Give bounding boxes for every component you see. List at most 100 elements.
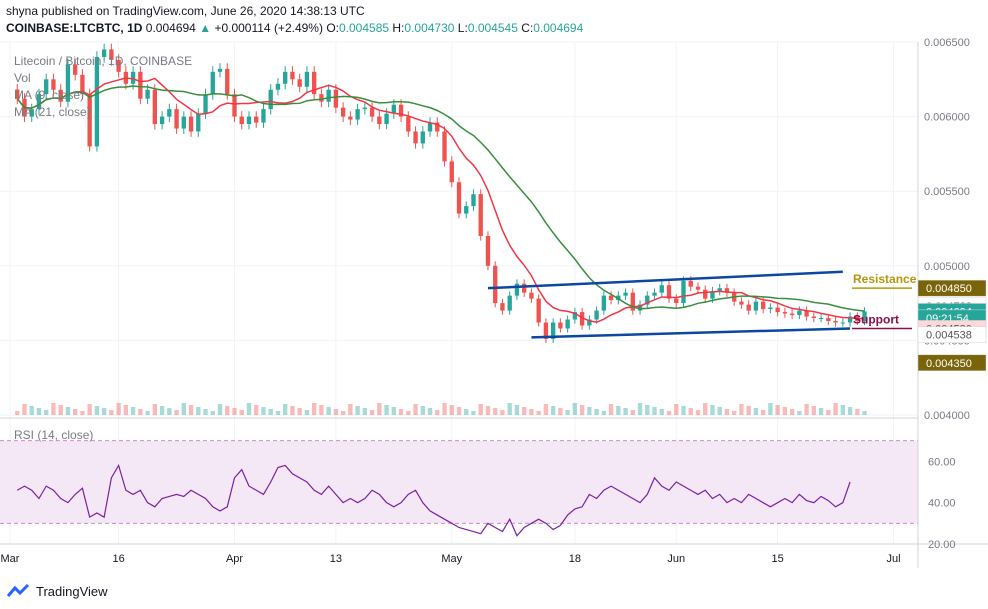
price-tick-label: 0.005000 — [924, 261, 970, 273]
candle-body — [196, 113, 201, 132]
tradingview-brand: TradingView — [36, 583, 108, 599]
candle-body — [333, 89, 339, 108]
candle-body — [703, 289, 708, 299]
volume-bar — [471, 411, 476, 415]
candle-body — [550, 322, 556, 339]
volume-bar — [826, 410, 831, 415]
time-tick-label: 16 — [113, 553, 125, 565]
volume-bar — [558, 408, 563, 415]
volume-bar — [123, 405, 129, 415]
volume-bar — [536, 411, 541, 415]
volume-bar — [732, 411, 737, 415]
volume-bar — [73, 409, 78, 415]
volume-bar — [449, 405, 454, 415]
volume-bar — [22, 404, 27, 415]
candle-body — [188, 116, 194, 132]
price-tag-text: 0.004850 — [926, 283, 972, 295]
candle-body — [225, 68, 230, 95]
time-tick-label: Apr — [226, 553, 243, 565]
candle-body — [406, 116, 411, 132]
symbol-label: COINBASE:LTCBTC, 1D — [6, 21, 143, 35]
time-tick-label: Jun — [667, 553, 685, 565]
volume-bar — [847, 407, 853, 415]
candle-body — [666, 285, 672, 299]
volume-bar — [587, 407, 592, 415]
candle-body — [594, 310, 599, 320]
candle-body — [384, 113, 389, 125]
volume-bar — [275, 411, 281, 415]
volume-bar — [80, 411, 85, 415]
candle-body — [601, 295, 607, 311]
tradingview-footer[interactable]: TradingView — [6, 582, 108, 600]
candle-body — [623, 292, 628, 296]
volume-bar — [101, 408, 107, 415]
candle-body — [543, 322, 549, 339]
volume-bar — [225, 406, 230, 415]
resistance-channel-line — [487, 270, 843, 290]
volume-bar — [51, 403, 56, 415]
volume-bar — [833, 403, 838, 415]
volume-bar — [645, 405, 650, 415]
candle-body — [818, 318, 824, 320]
candle-body — [652, 292, 657, 296]
volume-bar — [753, 408, 759, 415]
candle-body — [529, 292, 534, 299]
time-tick-label: Jul — [886, 553, 900, 565]
candle-body — [159, 116, 165, 125]
volume-bar — [29, 406, 34, 415]
candle-body — [753, 301, 759, 311]
candle-body — [94, 56, 100, 147]
resistance-label: Resistance — [853, 272, 917, 286]
candle-body — [826, 318, 831, 322]
candle-body — [768, 307, 773, 310]
candle-body — [442, 131, 447, 162]
publish-info: shyna published on TradingView.com, June… — [6, 4, 365, 18]
candle-body — [203, 94, 208, 114]
candle-body — [840, 322, 845, 324]
volume-bar — [608, 404, 614, 415]
candle-body — [275, 83, 281, 90]
candle-body — [377, 116, 382, 125]
volume-bar — [493, 408, 498, 415]
candle-body — [297, 79, 302, 87]
candle-body — [44, 79, 49, 95]
volume-bar — [427, 408, 433, 415]
volume-bar — [797, 411, 802, 415]
volume-bar — [572, 403, 578, 415]
volume-bar — [159, 406, 165, 415]
volume-bar — [703, 403, 708, 415]
candle-body — [80, 74, 85, 95]
volume-bar — [130, 407, 136, 415]
candle-body — [15, 89, 20, 99]
volume-bar — [210, 411, 215, 415]
candle-body — [659, 285, 664, 293]
candle-body — [514, 283, 520, 296]
tradingview-logo-icon — [6, 583, 30, 597]
volume-bar — [174, 410, 179, 415]
rsi-tick-label: 40.00 — [928, 498, 956, 510]
close-label: C: — [521, 21, 534, 35]
volume-bar — [348, 404, 353, 415]
candle-body — [232, 94, 237, 117]
volume-bar — [666, 411, 672, 415]
candle-body — [73, 64, 78, 75]
volume-bar — [377, 403, 382, 415]
volume-bar — [319, 405, 324, 415]
volume-bar — [116, 403, 121, 415]
rsi-legend: RSI (14, close) — [14, 428, 94, 442]
high-label: H: — [392, 21, 405, 35]
volume-bar — [406, 411, 411, 415]
candle-body — [558, 322, 563, 329]
time-tick-label: 15 — [772, 553, 784, 565]
volume-bar — [145, 411, 150, 415]
candle-body — [464, 206, 469, 214]
volume-bar — [311, 403, 317, 415]
price-tag-text: 0.004538 — [926, 330, 972, 342]
candle-body — [355, 109, 360, 120]
volume-bar — [507, 403, 512, 415]
support-channel-line — [531, 327, 851, 339]
volume-bar — [87, 404, 92, 415]
volume-bar — [456, 407, 462, 415]
volume-bar — [514, 405, 520, 415]
